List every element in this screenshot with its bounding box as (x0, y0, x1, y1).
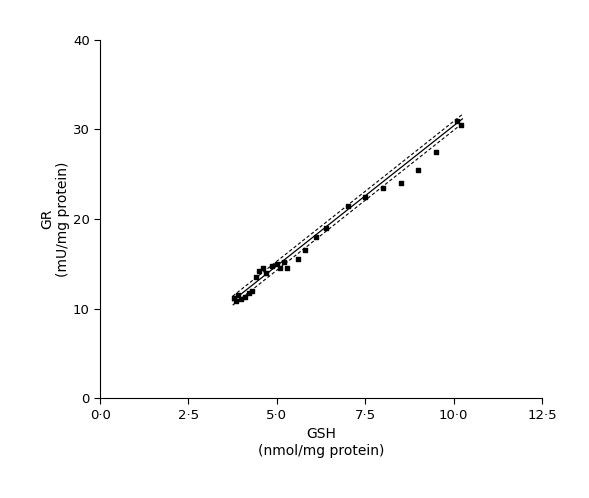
Point (279, 258, 289, 266)
Point (237, 295, 246, 303)
Point (272, 260, 282, 268)
Point (231, 297, 241, 305)
Point (452, 117, 462, 124)
Point (300, 247, 310, 254)
Point (311, 233, 320, 241)
X-axis label: GSH
(nmol/mg protein): GSH (nmol/mg protein) (258, 427, 384, 458)
Point (360, 193, 370, 201)
Y-axis label: GR
(mU/mg protein): GR (mU/mg protein) (40, 161, 70, 277)
Point (254, 267, 264, 275)
Point (230, 294, 239, 302)
Point (343, 202, 352, 210)
Point (251, 273, 260, 281)
Point (240, 293, 250, 301)
Point (262, 269, 271, 277)
Point (431, 148, 441, 156)
Point (378, 184, 388, 192)
Point (244, 289, 253, 297)
Point (247, 287, 257, 295)
Point (283, 263, 292, 271)
Point (413, 166, 423, 174)
Point (233, 291, 243, 299)
Point (396, 179, 405, 187)
Point (293, 255, 303, 263)
Point (456, 121, 465, 129)
Point (267, 262, 276, 270)
Point (276, 264, 285, 272)
Point (258, 264, 267, 272)
Point (322, 224, 331, 232)
